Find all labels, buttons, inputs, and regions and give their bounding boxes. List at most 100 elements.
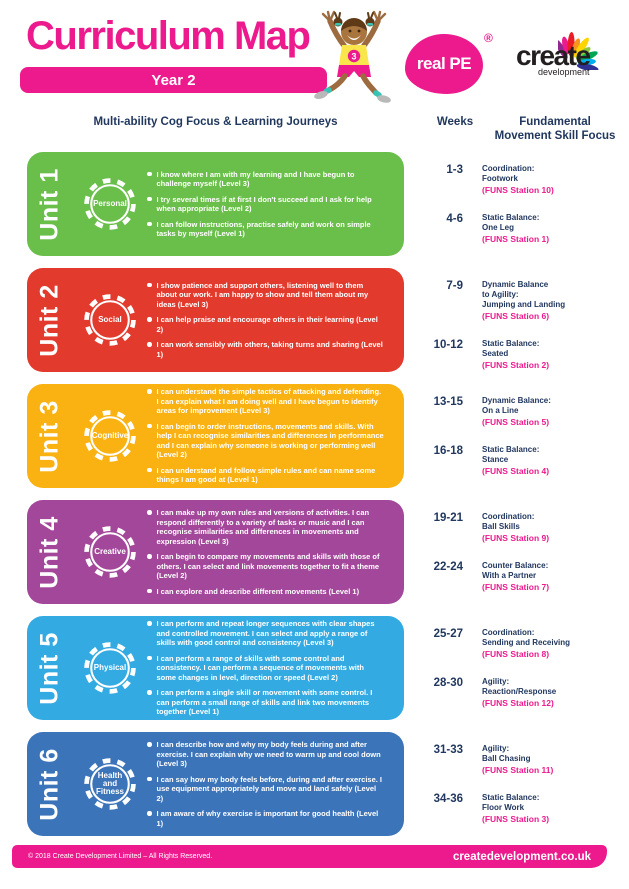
list-item: I can help praise and encourage others i… xyxy=(147,315,384,334)
weeks-range: 22-24 xyxy=(433,561,463,573)
kid-smile xyxy=(347,35,361,40)
unit-4-panel: Unit 4 Creative I can make up my own rul… xyxy=(27,500,404,604)
kid-hair xyxy=(341,18,367,31)
unit-1-skill-focus: 1-3 Coordination: Footwork (FUNS Station… xyxy=(404,152,629,256)
learning-journey-bullets: I know where I am with my learning and I… xyxy=(147,152,404,256)
skill-name: Static Balance: Stance xyxy=(482,445,540,464)
funs-station: (FUNS Station 1) xyxy=(482,234,550,244)
unit-row-6: Unit 6 Health and Fitness I can describe… xyxy=(27,732,629,836)
weeks-range: 7-9 xyxy=(446,280,463,292)
units-list: Unit 1 Personal I know where I am with m… xyxy=(27,152,629,848)
list-item: I can begin to order instructions, movem… xyxy=(147,422,384,460)
unit-row-4: Unit 4 Creative I can make up my own rul… xyxy=(27,500,629,604)
skill-name: Counter Balance: With a Partner xyxy=(482,561,549,580)
weeks-range: 16-18 xyxy=(433,445,463,457)
bullet-icon xyxy=(147,282,152,288)
focus-entry: 28-30 Agility: Reaction/Response (FUNS S… xyxy=(404,677,629,708)
social-cog: Social xyxy=(73,268,147,372)
list-item: I am aware of why exercise is important … xyxy=(147,809,384,828)
unit-5-skill-focus: 25-27 Coordination: Sending and Receivin… xyxy=(404,616,629,720)
funs-station: (FUNS Station 6) xyxy=(482,311,550,321)
cog-label: Cognitive xyxy=(91,431,129,440)
bullet-icon xyxy=(147,510,152,515)
cog-label: Personal xyxy=(93,199,127,208)
bullet-icon xyxy=(147,317,152,322)
weeks-range: 19-21 xyxy=(433,512,463,524)
weeks-range: 1-3 xyxy=(446,164,463,176)
cog-icon xyxy=(84,758,136,810)
page-title: Curriculum Map xyxy=(26,14,311,58)
bullet-icon xyxy=(147,742,152,747)
cog-label: Social xyxy=(98,315,122,324)
personal-cog: Personal xyxy=(73,152,147,256)
kid-shorts xyxy=(337,65,371,77)
kid-shoe xyxy=(377,95,391,103)
unit-5-title: Unit 5 xyxy=(35,631,64,705)
skill-name: Agility: Reaction/Response xyxy=(482,677,557,696)
weeks-range: 28-30 xyxy=(433,677,463,689)
kid-badge-number: 3 xyxy=(351,51,356,61)
skill-name: Agility: Ball Chasing xyxy=(482,744,531,763)
unit-5-panel: Unit 5 Physical I can perform and repeat… xyxy=(27,616,404,720)
list-item: I know where I am with my learning and I… xyxy=(147,170,384,189)
unit-3-panel: Unit 3 Cognitive I can understand the si… xyxy=(27,384,404,488)
bullet-icon xyxy=(147,342,152,347)
weeks-range: 31-33 xyxy=(433,744,463,756)
learning-journey-bullets: I can make up my own rules and versions … xyxy=(147,500,404,604)
jumping-child-illustration: 3 xyxy=(314,10,391,103)
focus-entry: 13-15 Dynamic Balance: On a Line (FUNS S… xyxy=(404,396,629,427)
cog-label: Health and Fitness xyxy=(95,771,124,796)
unit-row-1: Unit 1 Personal I know where I am with m… xyxy=(27,152,629,256)
unit-2-title: Unit 2 xyxy=(35,283,64,357)
funs-station: (FUNS Station 5) xyxy=(482,417,550,427)
weeks-range: 4-6 xyxy=(446,213,463,225)
cog-icon xyxy=(84,642,136,694)
focus-entry: 16-18 Static Balance: Stance (FUNS Stati… xyxy=(404,445,629,476)
focus-entry: 1-3 Coordination: Footwork (FUNS Station… xyxy=(404,164,629,195)
focus-entry: 4-6 Static Balance: One Leg (FUNS Statio… xyxy=(404,213,629,244)
unit-1-panel: Unit 1 Personal I know where I am with m… xyxy=(27,152,404,256)
focus-entry: 7-9 Dynamic Balance to Agility: Jumping … xyxy=(404,280,629,321)
funs-station: (FUNS Station 10) xyxy=(482,185,554,195)
list-item: I can explore and describe different mov… xyxy=(147,587,384,597)
focus-entry: 31-33 Agility: Ball Chasing (FUNS Statio… xyxy=(404,744,629,775)
unit-2-panel: Unit 2 Social I show patience and suppor… xyxy=(27,268,404,372)
list-item: I can say how my body feels before, duri… xyxy=(147,775,384,804)
bullet-icon xyxy=(147,554,152,559)
skill-name: Dynamic Balance to Agility: Jumping and … xyxy=(482,280,566,309)
bullet-icon xyxy=(147,389,152,394)
skill-name: Coordination: Sending and Receiving xyxy=(482,628,571,647)
funs-station: (FUNS Station 4) xyxy=(482,466,550,476)
bullet-icon xyxy=(147,621,152,626)
bullet-icon xyxy=(147,776,152,781)
focus-entry: 34-36 Static Balance: Floor Work (FUNS S… xyxy=(404,793,629,824)
bullet-icon xyxy=(147,423,152,429)
column-header-weeks: Weeks xyxy=(436,116,474,128)
bullet-icon xyxy=(147,811,152,816)
list-item: I show patience and support others, list… xyxy=(147,281,384,310)
create-logo-subtext: development xyxy=(537,67,590,77)
bullet-icon xyxy=(147,588,152,593)
focus-entry: 10-12 Static Balance: Seated (FUNS Stati… xyxy=(404,339,629,370)
cognitive-cog: Cognitive xyxy=(73,384,147,488)
list-item: I can work sensibly with others, taking … xyxy=(147,340,384,359)
cog-label: Creative xyxy=(94,547,126,556)
focus-entry: 22-24 Counter Balance: With a Partner (F… xyxy=(404,561,629,592)
website-link[interactable]: createdevelopment.co.uk xyxy=(452,850,591,863)
focus-entry: 19-21 Coordination: Ball Skills (FUNS St… xyxy=(404,512,629,543)
learning-journey-bullets: I can describe how and why my body feels… xyxy=(147,732,404,836)
unit-4-skill-focus: 19-21 Coordination: Ball Skills (FUNS St… xyxy=(404,500,629,604)
year-label: Year 2 xyxy=(151,71,196,89)
funs-station: (FUNS Station 8) xyxy=(482,649,550,659)
health-and-fitness-cog: Health and Fitness xyxy=(73,732,147,836)
weeks-range: 34-36 xyxy=(433,793,463,805)
funs-station: (FUNS Station 9) xyxy=(482,533,550,543)
weeks-range: 10-12 xyxy=(433,339,463,351)
list-item: I can understand the simple tactics of a… xyxy=(147,387,384,416)
cog-icon xyxy=(84,178,136,230)
learning-journey-bullets: I can perform and repeat longer sequence… xyxy=(147,616,404,720)
skill-name: Static Balance: Seated xyxy=(482,339,540,358)
unit-4-title: Unit 4 xyxy=(35,515,64,589)
kid-shoe xyxy=(314,91,328,99)
